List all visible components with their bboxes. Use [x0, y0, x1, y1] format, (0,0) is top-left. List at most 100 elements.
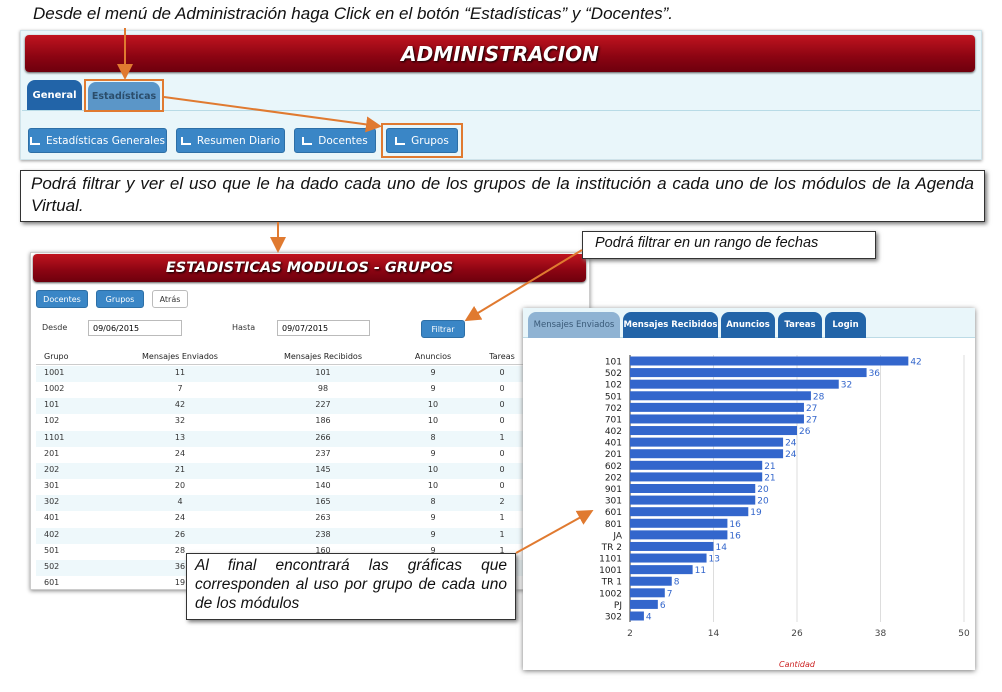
category-label: 402 [605, 427, 622, 437]
table-cell: 9 [430, 384, 436, 394]
column-header: Grupo [44, 352, 69, 361]
table-cell: 1101 [44, 432, 65, 442]
bar [630, 518, 728, 528]
table-cell: 9 [430, 448, 436, 458]
table-cell: 202 [44, 464, 60, 474]
value-label: 20 [757, 497, 769, 507]
x-tick-label: 26 [791, 629, 803, 639]
row-stripe [36, 462, 586, 479]
table-header-line [36, 364, 586, 365]
table-cell: 24 [174, 513, 186, 523]
button-docentes[interactable]: Docentes [294, 128, 376, 153]
category-label: 1002 [599, 589, 622, 599]
modules-title: ESTADISTICAS MODULOS - GRUPOS [33, 254, 586, 282]
button-daily-summary[interactable]: Resumen Diario [176, 128, 285, 153]
column-header: Mensajes Recibidos [283, 352, 362, 361]
table-cell: 263 [315, 513, 331, 523]
category-label: TR 2 [601, 543, 622, 553]
table-cell: 1 [499, 529, 505, 539]
category-label: 501 [605, 392, 622, 402]
bar [630, 472, 763, 482]
table-cell: 10 [427, 400, 439, 410]
table-cell: 10 [427, 464, 439, 474]
value-label: 36 [869, 369, 881, 379]
table-cell: 0 [499, 481, 505, 491]
value-label: 27 [806, 404, 817, 414]
category-label: 201 [605, 450, 622, 460]
value-label: 24 [785, 439, 797, 449]
chart-tab[interactable]: Login [825, 312, 866, 338]
table-cell: 1002 [44, 384, 65, 394]
chart-tab[interactable]: Anuncios [721, 312, 775, 338]
table-cell: 28 [174, 545, 186, 555]
table-cell: 0 [499, 384, 505, 394]
category-label: 601 [605, 508, 622, 518]
chart-tab[interactable]: Tareas [778, 312, 822, 338]
button-grupos[interactable]: Grupos [386, 128, 458, 153]
to-date-input[interactable]: 09/07/2015 [277, 320, 370, 336]
table-cell: 145 [315, 464, 331, 474]
x-tick-label: 50 [958, 629, 970, 639]
category-label: PJ [614, 601, 622, 611]
table-cell: 165 [315, 497, 331, 507]
tab-estadisticas[interactable]: Estadísticas [88, 82, 160, 110]
value-label: 11 [695, 566, 706, 576]
table-cell: 401 [44, 513, 60, 523]
charts-callout: Al final encontrará las gráficas que cor… [186, 553, 516, 620]
bar [630, 449, 784, 459]
table-cell: 19 [174, 577, 186, 587]
button-general-stats[interactable]: Estadísticas Generales [28, 128, 167, 153]
bar [630, 484, 756, 493]
row-stripe [36, 398, 586, 415]
button-back[interactable]: Atrás [152, 290, 188, 308]
category-label: 602 [605, 462, 622, 472]
button-grupos[interactable]: Grupos [96, 290, 144, 308]
table-cell: 101 [315, 368, 331, 377]
value-label: 8 [674, 578, 680, 588]
from-date-input[interactable]: 09/06/2015 [88, 320, 182, 336]
table-cell: 1 [499, 545, 505, 555]
button-filter[interactable]: Filtrar [421, 320, 465, 338]
table-cell: 102 [44, 416, 60, 426]
category-label: 401 [605, 439, 622, 449]
row-stripe [36, 495, 586, 512]
table-cell: 1001 [44, 368, 65, 377]
bar [630, 356, 909, 366]
bar [630, 368, 867, 378]
table-cell: 101 [44, 400, 60, 410]
x-tick-label: 38 [875, 629, 887, 639]
tab-general[interactable]: General [27, 80, 82, 110]
button-docentes[interactable]: Docentes [36, 290, 88, 308]
category-label: 701 [605, 415, 622, 425]
table-cell: 98 [317, 384, 329, 394]
chart-tab[interactable]: Mensajes Recibidos [623, 312, 718, 338]
table-cell: 9 [430, 545, 436, 555]
bar [630, 541, 714, 551]
value-label: 32 [841, 381, 852, 391]
category-label: 1101 [599, 555, 622, 565]
bar [630, 576, 672, 586]
table-cell: 10 [427, 416, 439, 426]
column-header: Anuncios [414, 352, 452, 361]
date-callout: Podrá filtrar en un rango de fechas [582, 231, 876, 259]
table-cell: 0 [499, 464, 505, 474]
bar [630, 426, 797, 436]
bar [630, 414, 804, 424]
bar [630, 495, 756, 505]
table-cell: 502 [44, 561, 60, 571]
value-label: 16 [729, 531, 741, 541]
row-stripe [36, 430, 586, 447]
table-cell: 301 [44, 481, 60, 491]
value-label: 24 [785, 450, 797, 460]
value-label: 7 [667, 589, 673, 599]
step-2-text: Podrá filtrar y ver el uso que le ha dad… [20, 170, 985, 222]
category-label: 302 [605, 613, 622, 623]
category-label: 102 [605, 381, 622, 391]
category-label: 101 [605, 358, 622, 368]
bar [630, 553, 707, 563]
table-cell: 11 [174, 368, 186, 377]
value-label: 6 [660, 601, 666, 611]
category-label: 202 [605, 473, 622, 483]
